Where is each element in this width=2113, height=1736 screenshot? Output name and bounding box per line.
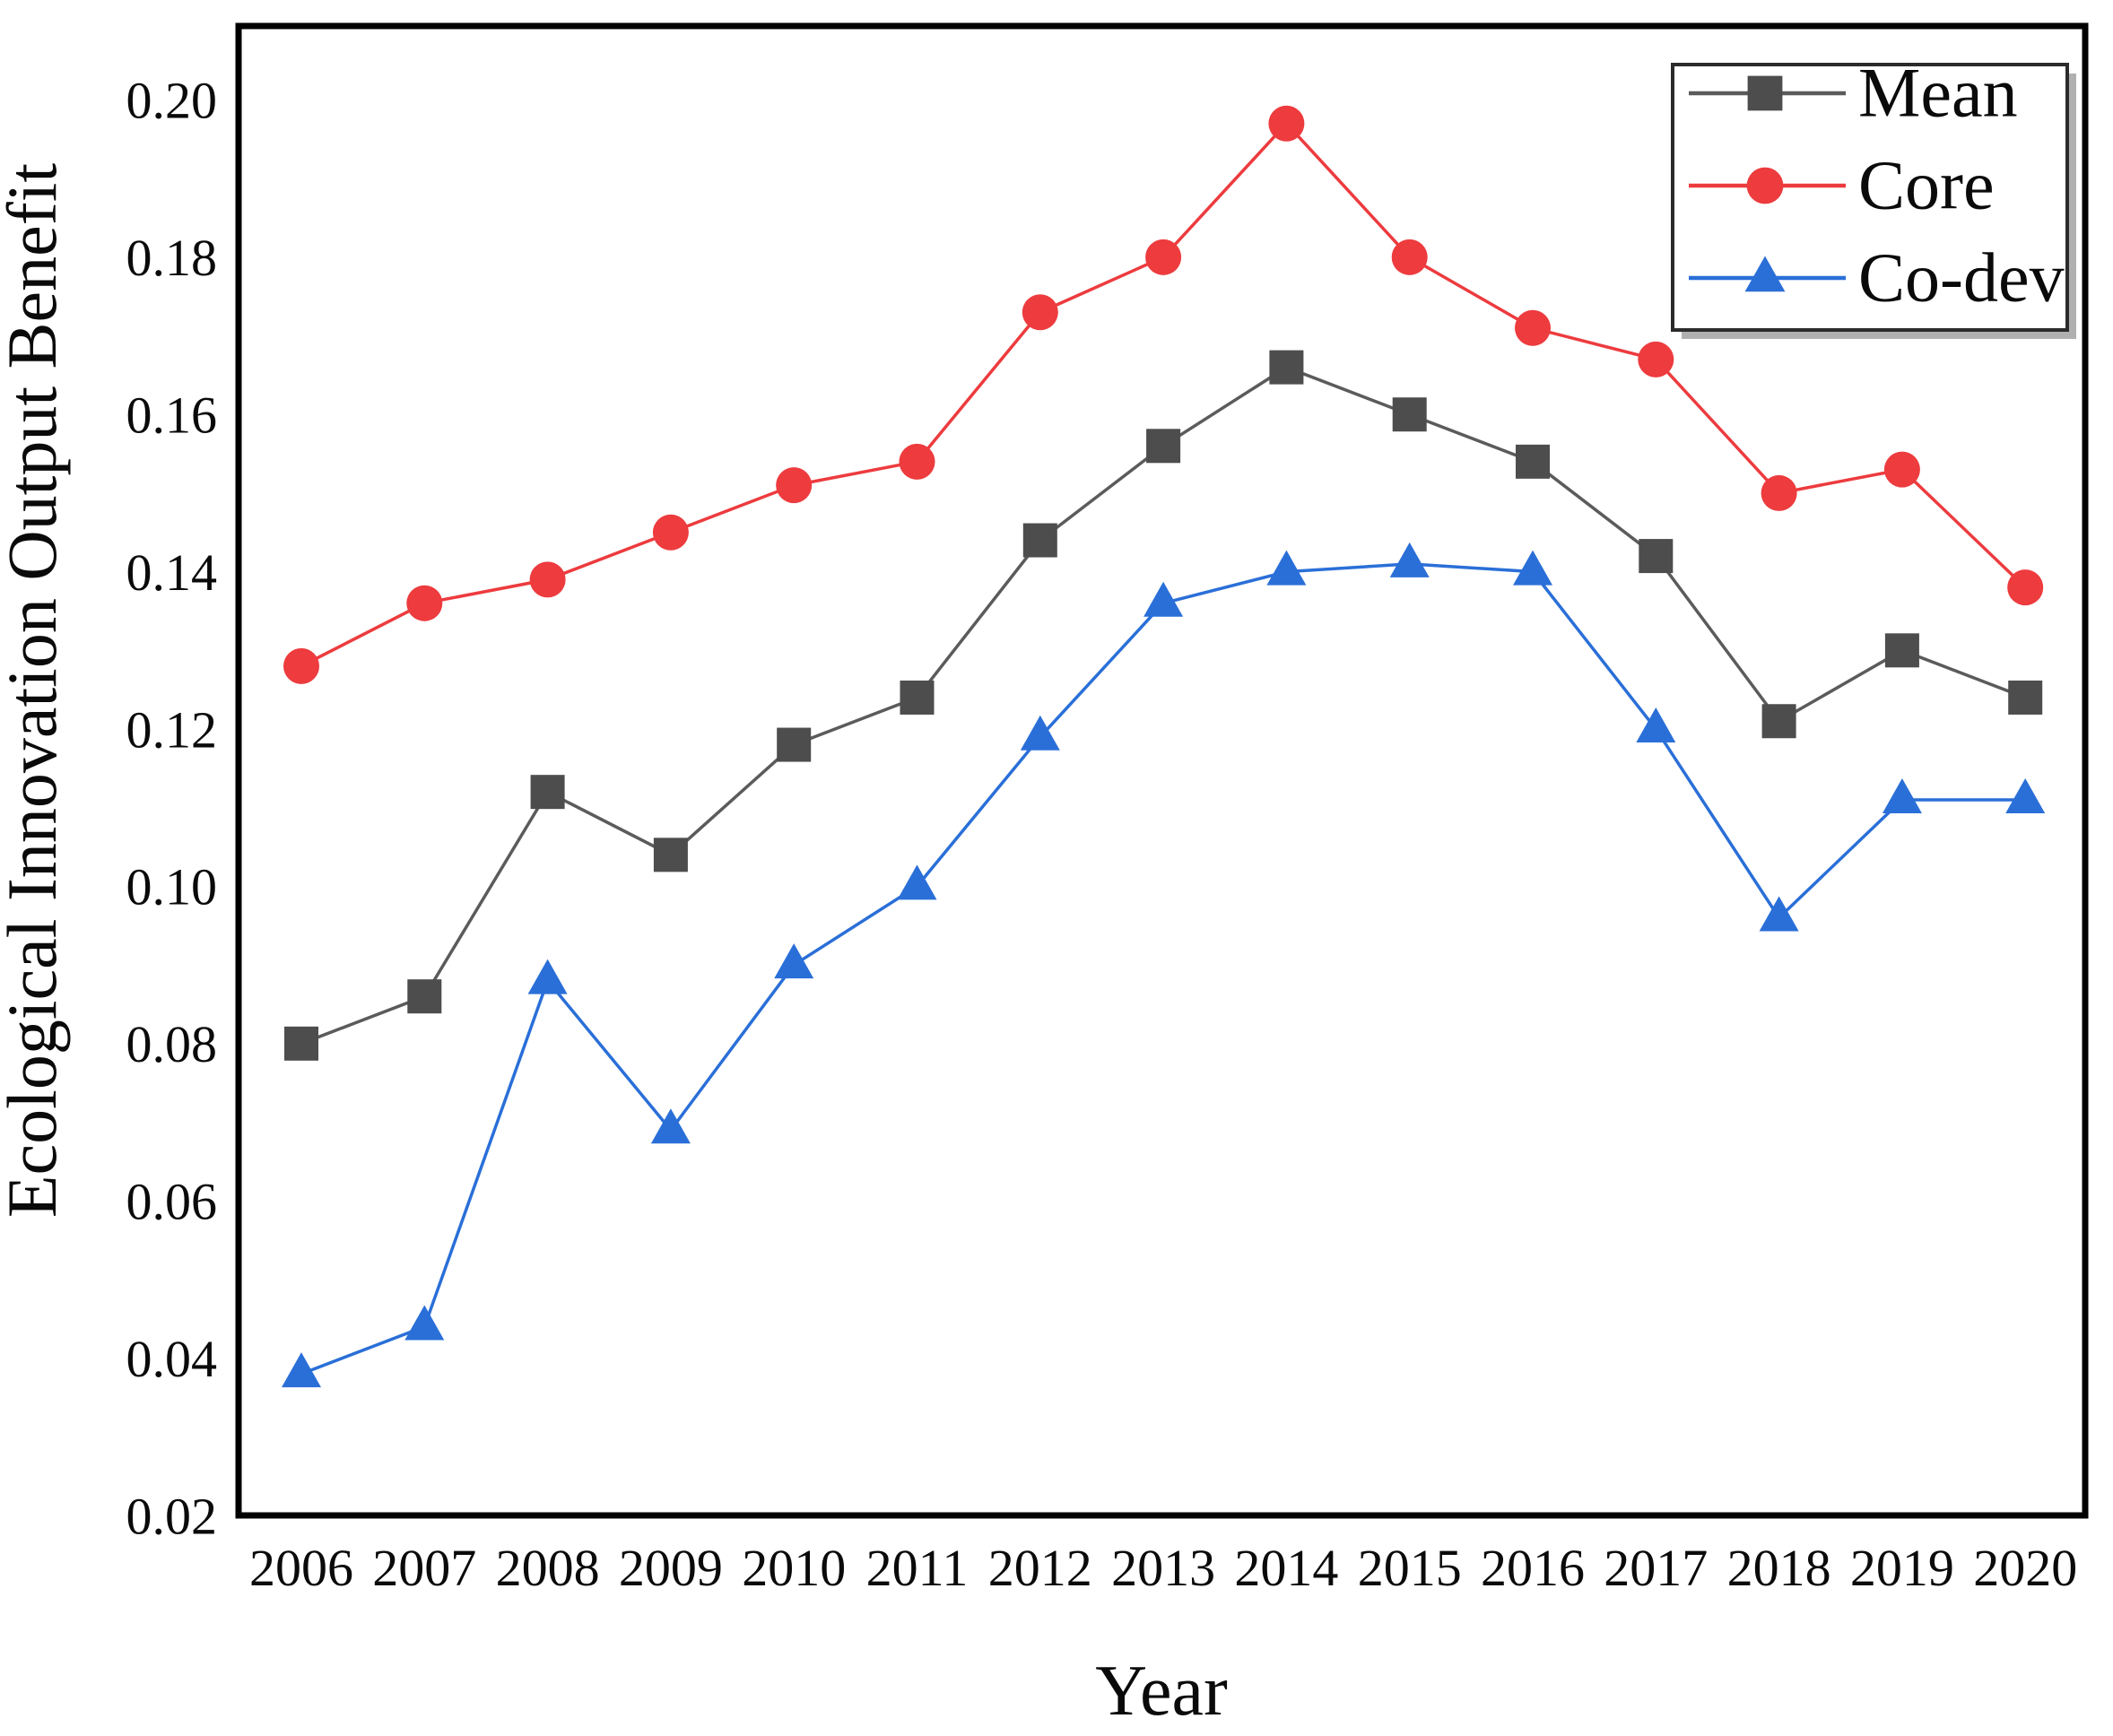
legend-label-mean: Mean <box>1858 54 2018 132</box>
data-point-mean-2020 <box>2008 680 2043 715</box>
data-point-mean-2013 <box>1146 429 1181 464</box>
data-point-core-2020 <box>2007 569 2044 606</box>
x-axis-title: Year <box>1095 1652 1227 1731</box>
y-tick-label: 0.10 <box>126 858 218 916</box>
x-tick-label: 2017 <box>1604 1539 1708 1597</box>
y-tick-label: 0.16 <box>126 386 218 445</box>
data-point-core-2008 <box>529 561 566 598</box>
data-point-mean-2012 <box>1022 523 1057 558</box>
y-tick-label: 0.04 <box>126 1330 218 1388</box>
legend-marker-mean <box>1747 75 1783 111</box>
series-core <box>283 105 2044 684</box>
data-point-core-2012 <box>1022 294 1058 331</box>
series-co-dev <box>282 542 2046 1388</box>
data-point-mean-2019 <box>1884 633 1919 668</box>
data-point-core-2013 <box>1145 239 1182 275</box>
data-point-mean-2011 <box>900 680 935 715</box>
y-tick-label: 0.18 <box>126 229 218 287</box>
data-point-co-dev-2008 <box>527 959 568 994</box>
series-mean <box>284 350 2043 1061</box>
x-tick-label: 2009 <box>619 1539 723 1597</box>
x-tick-label: 2006 <box>249 1539 353 1597</box>
x-tick-label: 2011 <box>866 1539 969 1597</box>
data-point-co-dev-2020 <box>2005 777 2046 813</box>
legend-label-core: Core <box>1858 146 1995 224</box>
data-point-mean-2010 <box>777 727 812 762</box>
y-tick-label: 0.14 <box>126 543 218 602</box>
series-line-co-dev <box>300 562 2026 1376</box>
legend-marker-core <box>1746 167 1784 204</box>
y-tick-label: 0.06 <box>126 1173 218 1231</box>
y-tick-label: 0.08 <box>126 1015 218 1073</box>
data-point-core-2017 <box>1638 341 1674 378</box>
data-point-mean-2014 <box>1269 350 1304 385</box>
data-point-co-dev-2009 <box>650 1108 691 1144</box>
data-point-mean-2017 <box>1639 539 1674 574</box>
legend-marker-co-dev <box>1744 256 1786 292</box>
data-point-core-2011 <box>899 443 935 480</box>
data-point-core-2018 <box>1761 474 1797 511</box>
data-point-co-dev-2006 <box>282 1352 321 1388</box>
y-tick-label: 0.20 <box>126 72 218 130</box>
x-tick-label: 2016 <box>1481 1539 1585 1597</box>
data-point-mean-2006 <box>284 1026 318 1061</box>
data-point-mean-2007 <box>407 979 442 1014</box>
x-tick-label: 2019 <box>1850 1539 1954 1597</box>
data-point-mean-2015 <box>1392 397 1427 432</box>
data-point-core-2014 <box>1268 105 1305 142</box>
data-point-core-2009 <box>652 514 689 551</box>
y-axis-title: Ecological Innovation Output Benefit <box>0 163 71 1219</box>
data-point-co-dev-2018 <box>1759 896 1799 932</box>
data-point-co-dev-2013 <box>1143 581 1184 617</box>
data-point-mean-2018 <box>1761 704 1796 739</box>
data-point-co-dev-2016 <box>1513 550 1552 586</box>
data-point-co-dev-2010 <box>774 943 814 979</box>
data-point-core-2006 <box>283 647 319 684</box>
data-point-mean-2016 <box>1516 444 1550 479</box>
data-point-co-dev-2011 <box>897 864 937 900</box>
data-point-mean-2009 <box>653 838 688 872</box>
legend-label-co-dev: Co-dev <box>1858 239 2065 317</box>
x-tick-label: 2010 <box>742 1539 846 1597</box>
x-tick-label: 2015 <box>1358 1539 1462 1597</box>
data-point-co-dev-2012 <box>1020 715 1060 751</box>
x-tick-label: 2012 <box>988 1539 1092 1597</box>
x-tick-label: 2007 <box>372 1539 476 1597</box>
legend-box <box>1671 63 2069 332</box>
x-tick-label: 2018 <box>1727 1539 1831 1597</box>
data-point-co-dev-2015 <box>1389 542 1430 577</box>
data-point-core-2016 <box>1515 309 1551 346</box>
data-point-co-dev-2019 <box>1882 777 1922 813</box>
y-tick-label: 0.02 <box>126 1487 218 1545</box>
data-point-core-2015 <box>1391 239 1428 275</box>
data-point-core-2007 <box>406 585 443 621</box>
x-tick-label: 2008 <box>496 1539 600 1597</box>
x-tick-label: 2020 <box>1973 1539 2077 1597</box>
data-point-co-dev-2017 <box>1636 707 1676 743</box>
x-tick-label: 2013 <box>1111 1539 1215 1597</box>
data-point-core-2010 <box>776 467 813 504</box>
plot-frame <box>235 22 2089 1519</box>
y-tick-label: 0.12 <box>126 700 218 759</box>
data-point-co-dev-2007 <box>404 1305 445 1341</box>
x-tick-label: 2014 <box>1234 1539 1338 1597</box>
data-point-mean-2008 <box>530 775 565 810</box>
data-point-co-dev-2014 <box>1266 550 1307 586</box>
data-point-core-2019 <box>1883 451 1920 488</box>
